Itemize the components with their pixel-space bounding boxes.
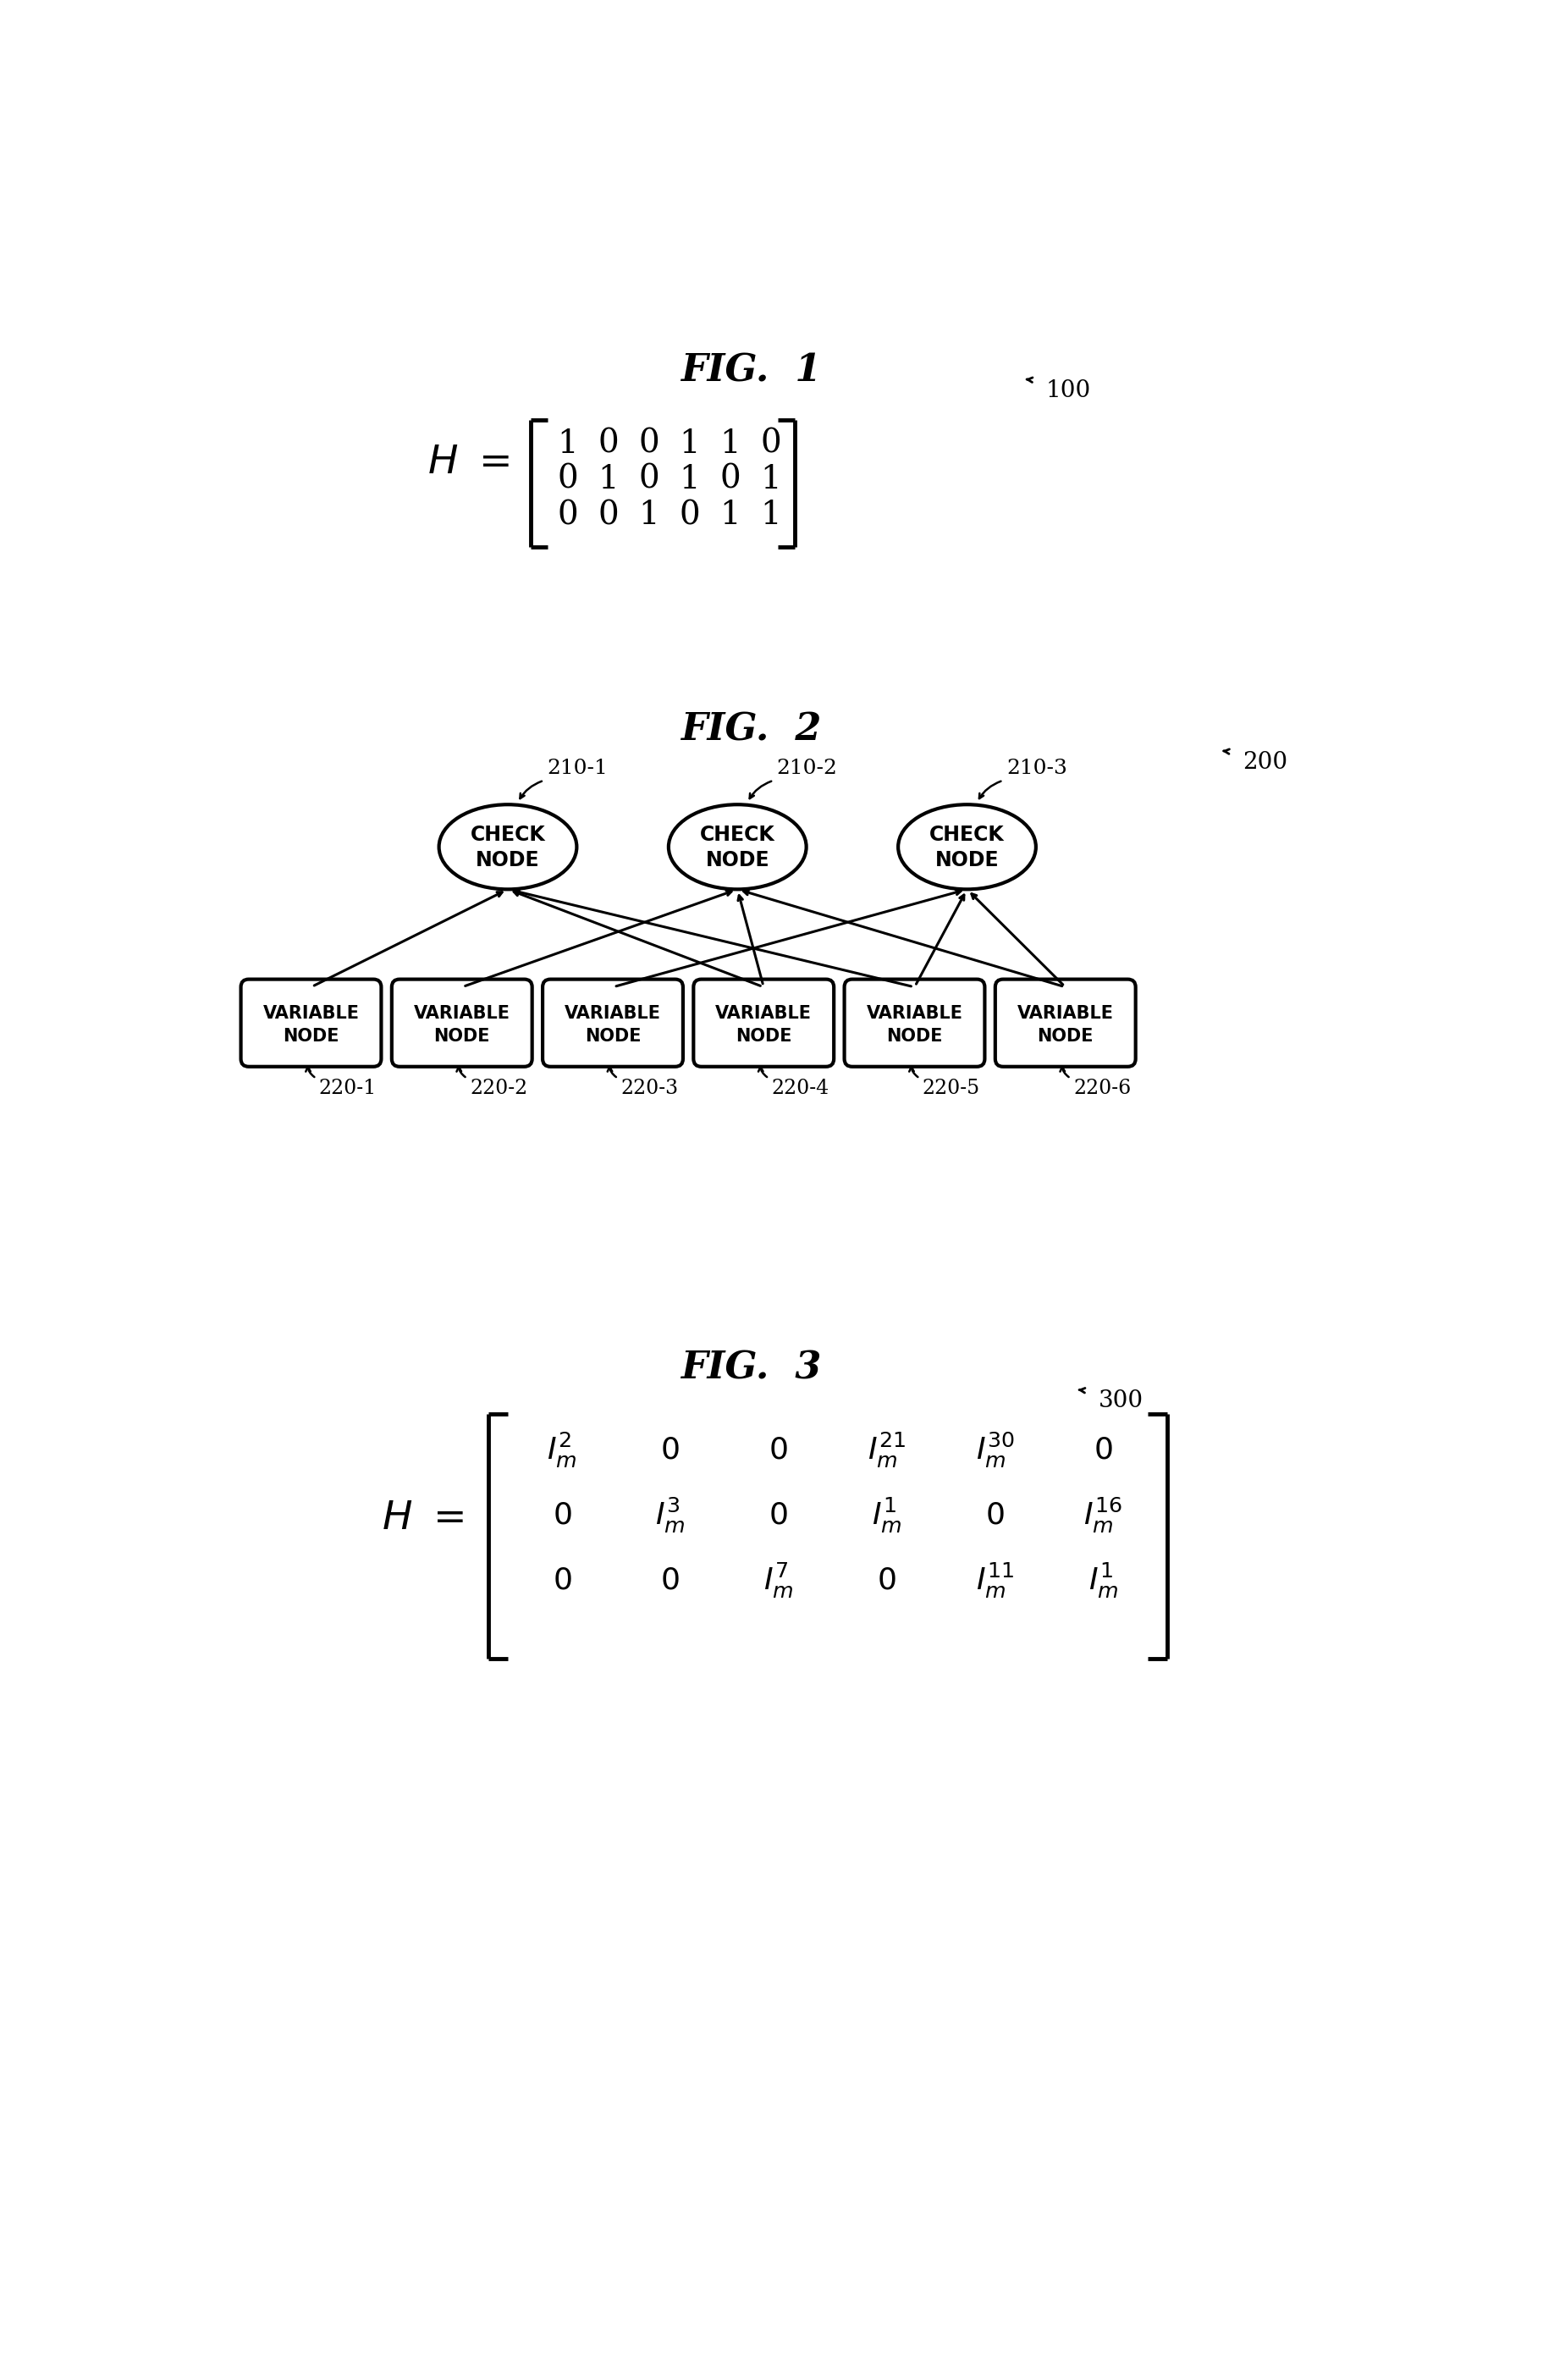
Text: NODE: NODE	[585, 1028, 640, 1045]
Text: 220-1: 220-1	[319, 1078, 376, 1097]
Text: 210-3: 210-3	[1006, 759, 1066, 778]
Text: 100: 100	[1045, 378, 1091, 402]
Text: VARIABLE: VARIABLE	[565, 1004, 660, 1021]
Text: CHECK: CHECK	[471, 826, 545, 845]
Text: FIG.  1: FIG. 1	[680, 352, 821, 390]
Text: NODE: NODE	[475, 850, 540, 871]
Text: 1: 1	[679, 428, 699, 459]
Text: 220-4: 220-4	[772, 1078, 829, 1097]
Text: $I_m^{21}$: $I_m^{21}$	[867, 1430, 906, 1468]
Text: $I_m^2$: $I_m^2$	[546, 1430, 577, 1468]
Text: 220-5: 220-5	[921, 1078, 980, 1097]
Text: 220-2: 220-2	[469, 1078, 528, 1097]
Text: NODE: NODE	[705, 850, 768, 871]
Text: NODE: NODE	[935, 850, 998, 871]
Text: NODE: NODE	[434, 1028, 489, 1045]
Text: 0: 0	[597, 500, 619, 531]
Text: $0$: $0$	[1092, 1435, 1113, 1464]
Text: $0$: $0$	[876, 1566, 896, 1595]
Text: $I_m^{16}$: $I_m^{16}$	[1083, 1495, 1122, 1535]
Text: $I_m^{30}$: $I_m^{30}$	[975, 1430, 1014, 1468]
Text: VARIABLE: VARIABLE	[866, 1004, 963, 1021]
Text: 1: 1	[557, 428, 577, 459]
Text: CHECK: CHECK	[699, 826, 775, 845]
Text: 220-6: 220-6	[1072, 1078, 1131, 1097]
Text: 1: 1	[719, 500, 741, 531]
Text: FIG.  2: FIG. 2	[680, 712, 821, 747]
Text: 0: 0	[679, 500, 699, 531]
Text: 1: 1	[679, 464, 699, 495]
Text: 1: 1	[761, 464, 781, 495]
Text: $0$: $0$	[660, 1566, 679, 1595]
Text: 1: 1	[761, 500, 781, 531]
Text: 220-3: 220-3	[620, 1078, 677, 1097]
Text: 210-1: 210-1	[546, 759, 608, 778]
Text: $0$: $0$	[660, 1435, 679, 1464]
Text: 1: 1	[597, 464, 619, 495]
Text: 1: 1	[639, 500, 659, 531]
Text: $I_m^3$: $I_m^3$	[654, 1495, 685, 1535]
Text: 300: 300	[1097, 1390, 1142, 1411]
Text: 0: 0	[557, 464, 577, 495]
Text: CHECK: CHECK	[929, 826, 1004, 845]
Text: VARIABLE: VARIABLE	[414, 1004, 509, 1021]
Text: NODE: NODE	[734, 1028, 792, 1045]
Text: $0$: $0$	[984, 1502, 1004, 1530]
Text: 210-2: 210-2	[776, 759, 838, 778]
Text: $I_m^1$: $I_m^1$	[1088, 1561, 1117, 1599]
Text: VARIABLE: VARIABLE	[262, 1004, 360, 1021]
Text: VARIABLE: VARIABLE	[714, 1004, 812, 1021]
Text: 0: 0	[719, 464, 741, 495]
Text: 0: 0	[597, 428, 619, 459]
Text: $I_m^1$: $I_m^1$	[872, 1495, 901, 1535]
Text: $0$: $0$	[552, 1566, 571, 1595]
Text: $I_m^{11}$: $I_m^{11}$	[975, 1561, 1014, 1599]
Text: 0: 0	[639, 428, 659, 459]
Text: NODE: NODE	[282, 1028, 339, 1045]
Text: $0$: $0$	[768, 1435, 787, 1464]
Text: VARIABLE: VARIABLE	[1017, 1004, 1113, 1021]
Text: $I_m^7$: $I_m^7$	[762, 1561, 793, 1599]
Text: $0$: $0$	[552, 1502, 571, 1530]
Text: 0: 0	[761, 428, 781, 459]
Text: 200: 200	[1242, 750, 1287, 774]
Text: $H\ =$: $H\ =$	[381, 1499, 463, 1537]
Text: NODE: NODE	[1037, 1028, 1092, 1045]
Text: $H\ =$: $H\ =$	[427, 443, 509, 481]
Text: FIG.  3: FIG. 3	[680, 1349, 821, 1388]
Text: 0: 0	[639, 464, 659, 495]
Text: $0$: $0$	[768, 1502, 787, 1530]
Text: 1: 1	[719, 428, 741, 459]
Text: 0: 0	[557, 500, 577, 531]
Text: NODE: NODE	[886, 1028, 943, 1045]
